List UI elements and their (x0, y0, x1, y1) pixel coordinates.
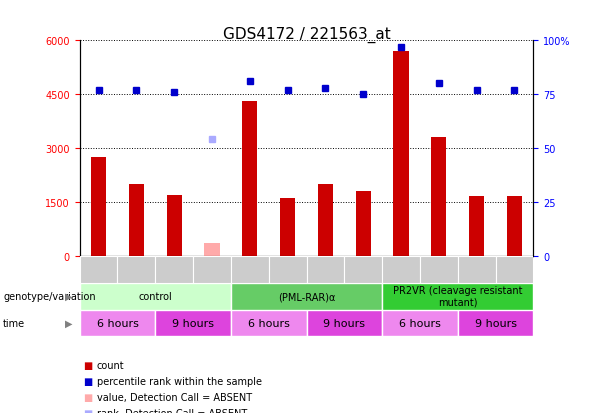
Bar (242, 102, 257, 256)
Text: ■: ■ (83, 361, 92, 370)
Bar (91, 158, 106, 256)
FancyBboxPatch shape (306, 310, 382, 337)
Text: 9 hours: 9 hours (172, 318, 214, 328)
Bar (167, 195, 181, 256)
Text: 6 hours: 6 hours (97, 318, 139, 328)
Text: GDS4172 / 221563_at: GDS4172 / 221563_at (223, 27, 390, 43)
FancyBboxPatch shape (495, 256, 533, 283)
FancyBboxPatch shape (231, 310, 306, 337)
Text: 9 hours: 9 hours (474, 318, 517, 328)
FancyBboxPatch shape (80, 283, 231, 310)
Bar (432, 138, 446, 256)
Text: 6 hours: 6 hours (399, 318, 441, 328)
Bar (129, 185, 144, 256)
Text: rank, Detection Call = ABSENT: rank, Detection Call = ABSENT (97, 408, 247, 413)
Text: time: time (3, 318, 25, 328)
FancyBboxPatch shape (231, 256, 268, 283)
FancyBboxPatch shape (193, 256, 231, 283)
Text: ▶: ▶ (65, 318, 72, 328)
FancyBboxPatch shape (306, 256, 345, 283)
Bar (318, 185, 333, 256)
FancyBboxPatch shape (80, 256, 118, 283)
FancyBboxPatch shape (118, 256, 155, 283)
Text: PR2VR (cleavage resistant
mutant): PR2VR (cleavage resistant mutant) (393, 285, 522, 307)
Text: control: control (139, 291, 172, 301)
FancyBboxPatch shape (420, 256, 458, 283)
Text: percentile rank within the sample: percentile rank within the sample (97, 376, 262, 386)
FancyBboxPatch shape (155, 310, 231, 337)
FancyBboxPatch shape (382, 310, 458, 337)
FancyBboxPatch shape (382, 283, 533, 310)
Text: count: count (97, 361, 124, 370)
Text: 6 hours: 6 hours (248, 318, 289, 328)
Bar (356, 192, 371, 256)
Text: (PML-RAR)α: (PML-RAR)α (278, 291, 335, 301)
FancyBboxPatch shape (458, 256, 495, 283)
FancyBboxPatch shape (382, 256, 420, 283)
Bar (280, 199, 295, 256)
Text: ■: ■ (83, 376, 92, 386)
Text: ■: ■ (83, 392, 92, 402)
Bar (205, 244, 219, 256)
FancyBboxPatch shape (268, 256, 306, 283)
Text: ▶: ▶ (65, 291, 72, 301)
Text: 9 hours: 9 hours (323, 318, 365, 328)
FancyBboxPatch shape (458, 310, 533, 337)
FancyBboxPatch shape (345, 256, 382, 283)
Text: genotype/variation: genotype/variation (3, 291, 96, 301)
FancyBboxPatch shape (80, 310, 155, 337)
Bar (394, 52, 408, 256)
Text: value, Detection Call = ABSENT: value, Detection Call = ABSENT (97, 392, 252, 402)
Bar (507, 197, 522, 256)
FancyBboxPatch shape (231, 283, 382, 310)
Bar (469, 197, 484, 256)
Text: ■: ■ (83, 408, 92, 413)
FancyBboxPatch shape (155, 256, 193, 283)
